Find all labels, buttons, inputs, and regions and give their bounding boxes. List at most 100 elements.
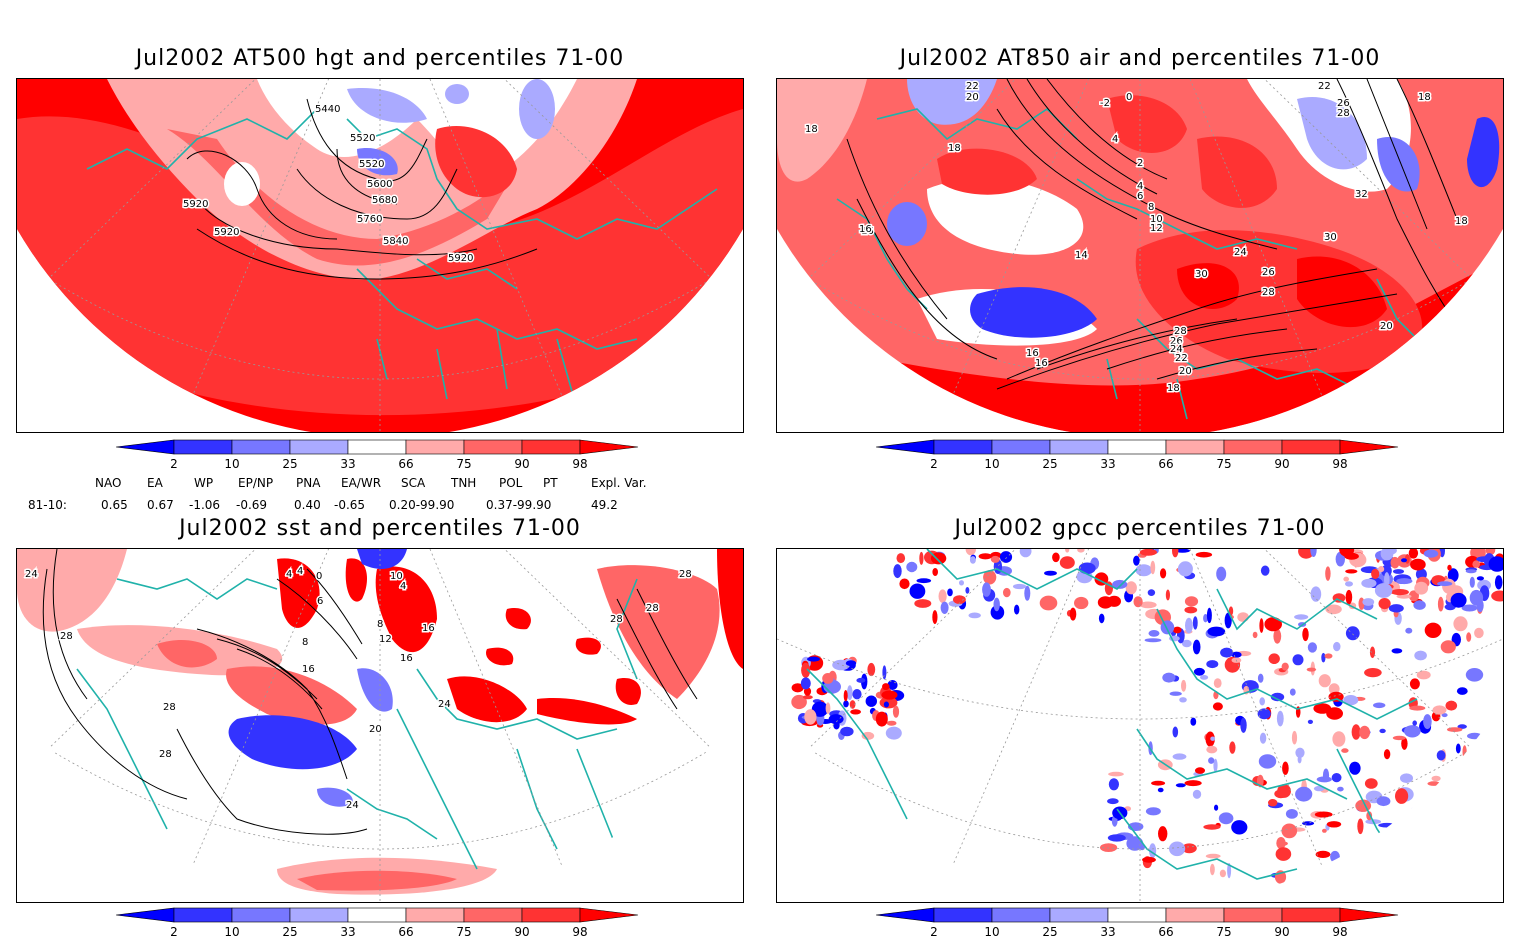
precip-anomaly-patch (1231, 651, 1242, 658)
precip-anomaly-patch (811, 701, 829, 717)
precip-anomaly-patch (1052, 552, 1060, 563)
contour-label: 6 (1137, 191, 1143, 202)
precip-anomaly-patch (1208, 757, 1215, 764)
precip-anomaly-patch (930, 552, 947, 565)
precip-anomaly-patch (1281, 662, 1289, 671)
colorbar-tick-label: 98 (572, 457, 587, 471)
precip-anomaly-patch (1395, 788, 1409, 804)
colorbar-tick-label: 2 (930, 457, 938, 471)
contour-label: 24 (1170, 344, 1183, 355)
precip-anomaly-patch (850, 709, 861, 715)
precip-anomaly-patch (1125, 581, 1137, 595)
precip-anomaly-patch (1333, 641, 1341, 652)
precip-anomaly-patch (1205, 731, 1215, 747)
precip-anomaly-patch (1447, 568, 1459, 583)
precip-anomaly-patch (1227, 863, 1232, 879)
precip-anomaly-patch (1405, 627, 1413, 634)
precip-anomaly-patch (1157, 787, 1164, 793)
precip-anomaly-patch (833, 721, 840, 730)
colorbar-swatch (347, 907, 407, 923)
contour-label: 4 (1137, 181, 1143, 192)
precip-anomaly-patch (1369, 646, 1376, 659)
precip-anomaly-patch (1431, 775, 1441, 782)
index-header: EA/WR (341, 476, 382, 490)
precip-anomaly-patch (1044, 570, 1057, 576)
precip-anomaly-patch (847, 685, 853, 701)
precip-anomaly-patch (1184, 606, 1198, 614)
colorbar-high-arrow (1339, 439, 1399, 455)
precip-anomaly-patch (1207, 626, 1226, 637)
precip-anomaly-patch (940, 601, 949, 614)
precip-anomaly-patch (1488, 556, 1503, 572)
contour-label: 0 (316, 571, 322, 582)
precip-anomaly-patch (906, 561, 918, 573)
colorbar-low-arrow (116, 439, 175, 455)
precip-anomaly-patch (1401, 737, 1408, 750)
contour-label: 4 (400, 581, 406, 592)
precip-anomaly-patch (1213, 678, 1222, 688)
contour-label: 24 (438, 699, 451, 710)
precip-anomaly-patch (1193, 667, 1205, 676)
precip-anomaly-patch (953, 595, 966, 604)
precip-anomaly-patch (1494, 575, 1503, 590)
precip-anomaly-patch (1461, 604, 1478, 612)
precip-anomaly-patch (861, 731, 875, 740)
contour-label: 28 (60, 631, 73, 642)
contour-label: 28 (1337, 108, 1350, 119)
contour-label: 18 (1167, 383, 1180, 394)
precip-anomaly-patch (1292, 654, 1304, 666)
precip-anomaly-patch (1364, 778, 1378, 789)
precip-anomaly-patch (1175, 549, 1190, 553)
precip-anomaly-patch (1457, 724, 1467, 729)
precip-anomaly-patch (1257, 673, 1264, 683)
precip-anomaly-patch (1344, 552, 1359, 560)
precip-anomaly-patch (1343, 576, 1349, 582)
precip-anomaly-patch (1409, 705, 1426, 711)
index-header: EA (147, 476, 163, 490)
precip-anomaly-patch (1450, 592, 1467, 608)
precip-anomaly-patch (1401, 558, 1407, 563)
precip-anomaly-patch (1133, 555, 1140, 566)
precip-anomaly-patch (1270, 692, 1285, 702)
precip-anomaly-patch (1476, 576, 1484, 581)
contour-label: 32 (1355, 189, 1368, 200)
precip-anomaly-patch (1169, 691, 1182, 696)
precip-anomaly-patch (856, 677, 866, 683)
panel-title-sst: Jul2002 sst and percentiles 71-00 (179, 516, 581, 541)
precip-anomaly-patch (1024, 585, 1031, 601)
colorbar-tick-label: 10 (224, 457, 239, 471)
colorbar-tick-label: 33 (1100, 457, 1115, 471)
precip-anomaly-patch (1291, 730, 1298, 745)
precip-anomaly-patch (1413, 600, 1426, 610)
contour-label: 28 (163, 702, 176, 713)
precip-anomaly-patch (1192, 616, 1198, 630)
precip-anomaly-patch (1213, 758, 1218, 773)
precip-anomaly-patch (800, 677, 811, 690)
precip-anomaly-patch (1139, 549, 1157, 556)
colorbar-swatch (1281, 439, 1341, 455)
precip-anomaly-patch (1467, 732, 1483, 740)
precip-anomaly-patch (1148, 630, 1160, 637)
colorbar-swatch (1107, 439, 1167, 455)
precip-anomaly-patch (1160, 620, 1175, 635)
contour-label: 6 (317, 596, 323, 607)
precip-anomaly-patch (1258, 754, 1277, 769)
contour-label: 26 (1337, 98, 1350, 109)
index-header: Expl. Var. (591, 476, 647, 490)
colorbar-tick-label: 66 (398, 457, 413, 471)
colorbar-tick-label: 98 (572, 925, 587, 939)
colorbar-swatch (521, 907, 581, 923)
colorbar-tick-label: 75 (1216, 925, 1231, 939)
colorbar-high-arrow (579, 907, 639, 923)
precip-anomaly-patch (1345, 589, 1353, 605)
colorbar-tick-label: 98 (1332, 925, 1347, 939)
precip-anomaly-patch (1427, 781, 1441, 786)
contour-label: 5920 (214, 227, 239, 238)
index-header: WP (194, 476, 214, 490)
precip-anomaly-patch (1206, 745, 1218, 754)
precip-anomaly-patch (1295, 786, 1313, 802)
precip-anomaly-patch (1414, 581, 1429, 595)
precip-anomaly-patch (1181, 639, 1192, 648)
precip-anomaly-patch (1447, 727, 1463, 732)
precip-anomaly-patch (1219, 869, 1226, 878)
